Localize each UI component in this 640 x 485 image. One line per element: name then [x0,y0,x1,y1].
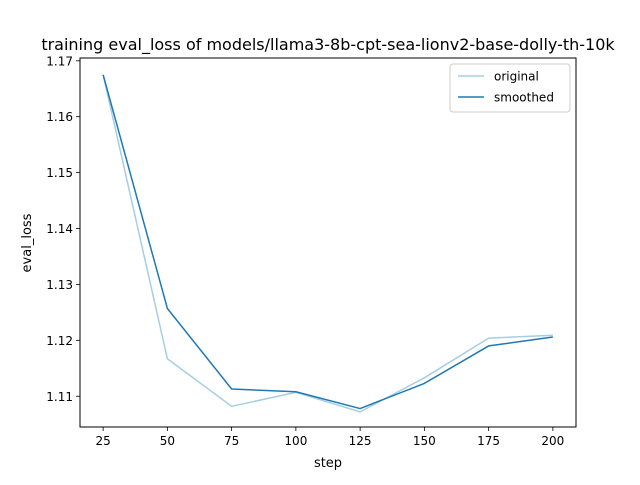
x-tick-label: 75 [224,434,239,448]
plot-lines [102,74,553,413]
series-line-smoothed [102,74,553,410]
x-tick-label: 50 [160,434,175,448]
x-tick-label: 150 [413,434,436,448]
legend-label-original: original [494,70,539,84]
chart-title: training eval_loss of models/llama3-8b-c… [41,35,615,55]
y-axis-label: eval_loss [20,213,35,272]
series-line-original [102,74,553,413]
y-tick-label: 1.14 [46,222,73,236]
y-tick-label: 1.12 [46,334,73,348]
x-tick-label: 125 [349,434,372,448]
y-tick-label: 1.17 [46,54,73,68]
legend-label-smoothed: smoothed [494,91,554,105]
y-tick-label: 1.15 [46,166,73,180]
x-tick-label: 25 [95,434,110,448]
x-tick-label: 175 [477,434,500,448]
legend: original smoothed [449,63,571,113]
x-tick-label: 100 [284,434,307,448]
y-tick-label: 1.11 [46,390,73,404]
x-axis-ticks: 25 50 75 100 125 150 175 200 [95,427,564,448]
plot-frame [79,57,577,428]
x-axis-label: step [314,456,342,471]
y-tick-label: 1.13 [46,278,73,292]
y-tick-label: 1.16 [46,110,73,124]
x-tick-label: 200 [541,434,564,448]
y-axis-ticks: 1.11 1.12 1.13 1.14 1.15 1.16 1.17 [46,54,80,404]
